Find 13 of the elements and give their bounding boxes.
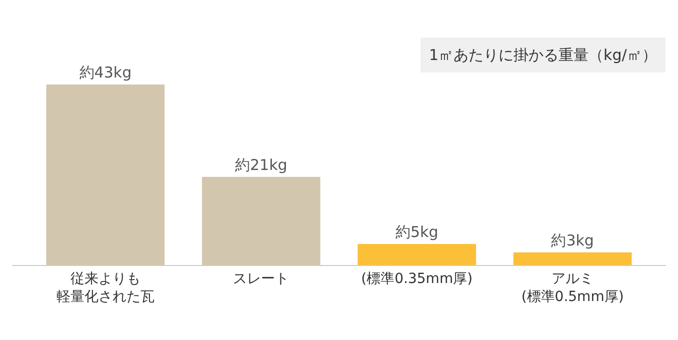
bar [358,244,476,265]
x-tick-label: スレート [233,270,290,287]
chart-title: 1㎡あたりに掛かる重量（kg/㎡） [429,46,657,64]
data-label: 約5kg [395,223,438,242]
x-tick-label: 従来よりも軽量化された瓦 [56,270,154,305]
bar [202,176,320,265]
x-tick-label: アルミ (標準0.5mm厚) [521,270,624,305]
x-tick-label: (標準0.35mm厚) [361,270,473,287]
data-label: 約21kg [234,156,288,174]
data-label: 約3kg [551,231,594,250]
bar [513,252,632,265]
bar [46,84,165,265]
data-label: 約43kg [79,64,132,82]
